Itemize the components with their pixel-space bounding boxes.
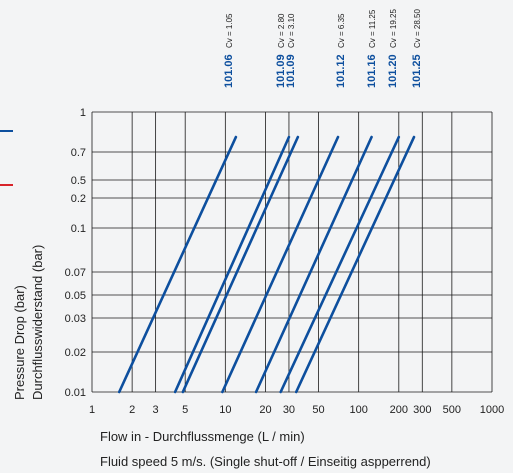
x-tick-label: 1000 (480, 404, 504, 416)
x-tick-label: 50 (312, 404, 324, 416)
series-line (117, 135, 238, 394)
x-tick-label: 2 (129, 404, 135, 416)
grid (91, 111, 493, 393)
series-cv-label: Cv = 6.35 (337, 13, 346, 48)
series-line (221, 135, 340, 394)
series-model-label: 101.09 (275, 54, 287, 88)
y-tick-label: 0.07 (65, 267, 86, 279)
series-model-label: 101.25 (411, 54, 423, 88)
x-tick-label: 300 (413, 404, 431, 416)
x-tick-label: 5 (182, 404, 188, 416)
series-cv-label: Cv = 3.10 (287, 13, 296, 48)
y-axis-label-de: Durchflusswiderstand (bar) (30, 245, 45, 400)
series-cv-label: Cv = 11.25 (368, 9, 377, 48)
y-tick-label: 0.05 (65, 290, 86, 302)
series-model-label: 101.20 (387, 54, 399, 88)
y-tick-label: 0.7 (71, 147, 86, 159)
series-label: 101.09 Cv = 2.80 (275, 13, 287, 88)
x-tick-label: 200 (390, 404, 408, 416)
series-line (173, 135, 291, 394)
series-label: 101.25 Cv = 28.50 (411, 9, 423, 88)
series-line (254, 135, 373, 394)
x-tick-label: 500 (443, 404, 461, 416)
tick-labels: 0.01 0.02 0.03 0.05 0.07 0.1 0.2 0.5 0.7 1 1 2 3 5 10 2… (65, 107, 505, 416)
series-model-label: 101.16 (366, 54, 378, 88)
series-lines (117, 135, 416, 394)
x-tick-label: 10 (219, 404, 231, 416)
series-label: 101.16 Cv = 11.25 (366, 9, 378, 88)
series-line (294, 135, 416, 394)
y-tick-label: 0.2 (71, 193, 86, 205)
series-cv-label: Cv = 1.05 (225, 13, 234, 48)
series-model-label: 101.09 (285, 54, 297, 88)
y-tick-label: 0.02 (65, 347, 86, 359)
y-tick-label: 0.5 (71, 175, 86, 187)
series-label: 101.20 Cv = 19.25 (387, 9, 399, 88)
series-label: 101.09 Cv = 3.10 (285, 13, 297, 88)
footnote: Fluid speed 5 m/s. (Single shut-off / Ei… (100, 454, 431, 469)
y-tick-label: 0.03 (65, 313, 86, 325)
x-tick-label: 20 (259, 404, 271, 416)
series-line (279, 135, 401, 394)
series-model-label: 101.12 (335, 54, 347, 88)
accent-mark-blue (0, 130, 13, 132)
series-cv-label: Cv = 19.25 (389, 9, 398, 48)
y-tick-label: 0.1 (71, 223, 86, 235)
series-model-label: 101.06 (223, 54, 235, 88)
y-axis-label-en: Pressure Drop (bar) (12, 285, 27, 400)
x-tick-label: 3 (153, 404, 159, 416)
series-line (181, 135, 300, 394)
x-tick-label: 100 (349, 404, 367, 416)
x-tick-label: 30 (283, 404, 295, 416)
series-cv-label: Cv = 2.80 (277, 13, 286, 48)
series-label: 101.12 Cv = 6.35 (335, 13, 347, 88)
x-tick-label: 1 (89, 404, 95, 416)
x-axis-label: Flow in - Durchflussmenge (L / min) (100, 429, 305, 444)
accent-mark-red (0, 184, 13, 186)
series-label: 101.06 Cv = 1.05 (223, 13, 235, 88)
y-tick-label: 1 (80, 107, 86, 119)
y-tick-label: 0.01 (65, 387, 86, 399)
series-cv-label: Cv = 28.50 (413, 9, 422, 48)
